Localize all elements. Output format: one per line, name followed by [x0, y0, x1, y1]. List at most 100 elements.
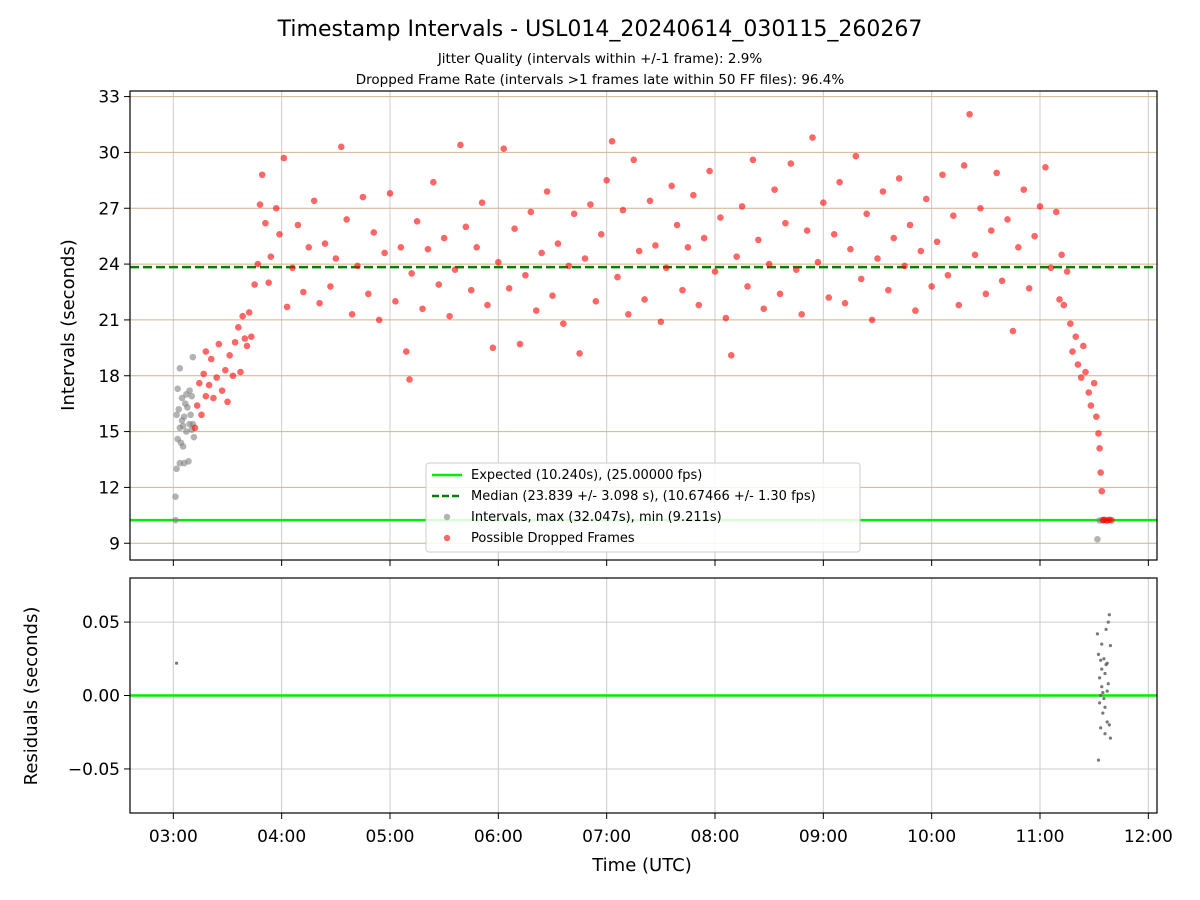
dropped-frame-point	[213, 374, 220, 381]
dropped-frame-point	[966, 110, 973, 118]
dropped-frame-point	[1093, 413, 1100, 420]
dropped-frame-point	[256, 201, 264, 208]
y-tick-label: 27	[98, 199, 120, 219]
time-xlabel: Time (UTC)	[591, 855, 692, 876]
dropped-frame-point	[825, 294, 833, 301]
x-tick-label: 03:00	[149, 827, 198, 847]
intervals-panel: 9 12 15 18 21 24 27 30 33	[98, 88, 1158, 566]
dropped-frame-point	[424, 245, 432, 253]
dropped-frame-point	[348, 311, 356, 318]
dropped-frame-point	[1025, 284, 1033, 292]
dropped-frame-point	[321, 240, 329, 247]
dropped-frame-point	[1056, 296, 1063, 303]
dropped-frame-point	[998, 277, 1006, 285]
dropped-frame-point	[283, 303, 291, 311]
dropped-frame-point	[625, 311, 632, 318]
interval-point	[1105, 720, 1109, 724]
interval-point	[1096, 652, 1101, 656]
dropped-frame-point	[847, 245, 854, 253]
dropped-frame-point	[198, 411, 205, 419]
dropped-frame-point	[267, 253, 275, 260]
dropped-frame-point	[316, 299, 323, 307]
dropped-frame-point	[397, 244, 405, 251]
dropped-frame-point	[386, 190, 394, 197]
dropped-frame-point	[646, 197, 654, 205]
y-tick-label: 9	[109, 534, 120, 554]
x-tick-label: 09:00	[799, 827, 848, 847]
dropped-frame-point	[258, 171, 266, 179]
dropped-frame-point	[251, 281, 258, 288]
dropped-frame-point	[254, 260, 262, 268]
dropped-frame-point	[406, 376, 413, 383]
dropped-frame-point	[239, 312, 246, 320]
dropped-frame-point	[224, 398, 231, 406]
dropped-frame-point	[852, 152, 860, 160]
y-tick-label: 33	[98, 88, 120, 108]
dropped-frame-point	[820, 199, 827, 206]
dropped-frame-point	[202, 348, 210, 355]
intervals-ylabel: Intervals (seconds)	[58, 239, 79, 411]
dropped-frame-point	[982, 290, 990, 298]
interval-point	[1100, 667, 1104, 671]
dropped-frame-point	[359, 193, 367, 201]
dropped-frame-point	[381, 249, 388, 257]
dropped-frame-point	[944, 271, 952, 279]
dropped-frame-point	[215, 340, 223, 348]
dropped-frame-point	[1096, 445, 1103, 452]
dropped-frame-point	[248, 333, 255, 340]
dropped-frame-point	[245, 309, 253, 316]
dropped-frame-point	[782, 219, 789, 227]
y-tick-label: 24	[98, 255, 120, 275]
dropped-frame-point	[635, 247, 643, 255]
interval-point	[1094, 536, 1101, 543]
dropped-frame-point	[241, 335, 249, 342]
dropped-frame-point	[662, 264, 670, 272]
dropped-frame-point	[413, 217, 421, 225]
legend-dropped-swatch	[443, 534, 451, 542]
chart-title: Timestamp Intervals - USL014_20240614_03…	[277, 17, 923, 42]
dropped-frame-point	[200, 370, 207, 378]
dropped-frame-point	[505, 284, 513, 292]
interval-point	[1102, 657, 1106, 661]
interval-point	[1105, 689, 1109, 693]
dropped-frame-point	[684, 244, 692, 251]
x-tick-label: 11:00	[1016, 827, 1065, 847]
dropped-frame-point	[917, 247, 925, 255]
interval-point	[1107, 613, 1111, 617]
dropped-frame-point	[207, 355, 215, 363]
dropped-frame-point	[679, 286, 686, 294]
dropped-frame-point	[473, 244, 480, 251]
interval-point	[1108, 736, 1113, 740]
dropped-frame-point	[1087, 402, 1095, 409]
interval-point	[1096, 758, 1101, 762]
dropped-frame-point	[489, 344, 497, 352]
dropped-frame-point	[1042, 164, 1049, 171]
interval-point	[1102, 696, 1106, 701]
dropped-frame-point	[890, 234, 898, 242]
dropped-frame-point	[202, 392, 210, 400]
interval-point	[173, 465, 180, 473]
dropped-frame-point	[235, 324, 242, 331]
dropped-frame-point	[560, 320, 567, 327]
dropped-frame-point	[1077, 374, 1085, 381]
x-tick-label: 04:00	[257, 827, 306, 847]
interval-point	[1099, 726, 1103, 730]
x-tick-label: 05:00	[366, 827, 415, 847]
interval-point	[184, 404, 191, 411]
dropped-frame-point	[928, 283, 935, 290]
dropped-frame-point	[901, 262, 908, 270]
dropped-frame-point	[565, 262, 573, 270]
interval-point	[1097, 676, 1102, 680]
dropped-frame-point	[446, 312, 453, 320]
dropped-frame-point	[1072, 333, 1080, 340]
dropped-frame-point	[1009, 327, 1017, 335]
dropped-frame-point	[592, 298, 600, 305]
dropped-frame-point	[1031, 232, 1038, 240]
dropped-frame-point	[950, 212, 957, 219]
chart-subtitle-dropped: Dropped Frame Rate (intervals >1 frames …	[356, 72, 845, 88]
dropped-frame-point	[478, 199, 486, 206]
dropped-frame-point	[814, 258, 822, 266]
dropped-frame-point	[706, 167, 713, 175]
dropped-frame-point	[354, 262, 361, 270]
dropped-frame-point	[787, 160, 795, 167]
